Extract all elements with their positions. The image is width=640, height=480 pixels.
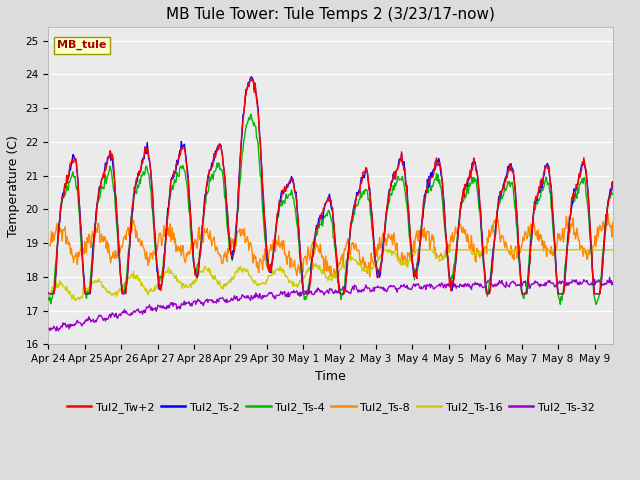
Y-axis label: Temperature (C): Temperature (C) bbox=[7, 135, 20, 237]
X-axis label: Time: Time bbox=[316, 370, 346, 383]
Title: MB Tule Tower: Tule Temps 2 (3/23/17-now): MB Tule Tower: Tule Temps 2 (3/23/17-now… bbox=[166, 7, 495, 22]
Legend: Tul2_Tw+2, Tul2_Ts-2, Tul2_Ts-4, Tul2_Ts-8, Tul2_Ts-16, Tul2_Ts-32: Tul2_Tw+2, Tul2_Ts-2, Tul2_Ts-4, Tul2_Ts… bbox=[62, 397, 599, 417]
Text: MB_tule: MB_tule bbox=[57, 40, 106, 50]
